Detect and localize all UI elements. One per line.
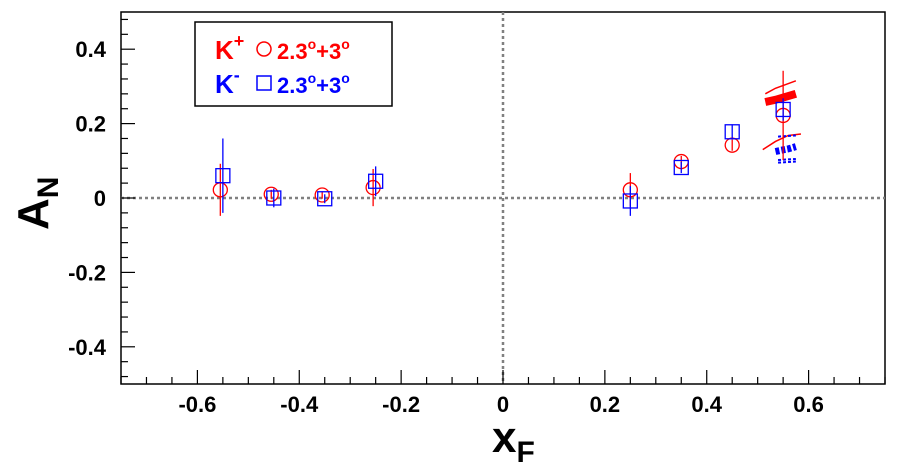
data-point-square <box>673 159 689 176</box>
y-tick-label: 0.2 <box>75 112 106 137</box>
series-k-minus <box>215 98 791 216</box>
svg-text:2.3o+3o: 2.3o+3o <box>277 36 350 64</box>
x-tick-label: -0.2 <box>382 392 420 417</box>
x-tick-label: -0.4 <box>280 392 319 417</box>
svg-text:K-: K- <box>215 65 240 99</box>
x-tick-label: 0.4 <box>691 392 722 417</box>
x-tick-label: 0.2 <box>590 392 621 417</box>
svg-text:K+: K+ <box>215 31 244 65</box>
model-band <box>764 90 797 106</box>
axis-tick-labels: -0.6 -0.4 -0.2 0 0.2 0.4 0.6 -0.4 -0.2 0 0.2 0.4 <box>68 37 824 417</box>
axis-ticks <box>120 18 886 384</box>
data-point-square <box>368 173 384 189</box>
data-point-square <box>266 190 282 206</box>
legend-entry-k-minus: K- 2.3o+3o <box>215 65 350 99</box>
model-band <box>774 143 797 155</box>
legend-plus-angle: +3 <box>316 39 341 64</box>
legend-charge: - <box>234 65 240 85</box>
data-point-square <box>317 191 333 207</box>
data-point-circle <box>263 186 279 202</box>
legend-square-marker <box>256 75 272 91</box>
y-axis-title: AN <box>9 177 65 230</box>
data-point-square <box>724 124 740 140</box>
data-series <box>212 70 791 216</box>
y-axis-title-sub: N <box>32 177 65 199</box>
legend-box <box>194 21 393 107</box>
data-point-square <box>775 101 791 118</box>
legend-degree: o <box>341 70 350 86</box>
legend-circle-marker <box>256 41 272 57</box>
legend-degree: o <box>341 36 350 52</box>
y-axis-title-main: A <box>9 198 58 230</box>
legend: K+ 2.3o+3o K- 2.3o+3o <box>194 21 393 107</box>
model-bands <box>762 80 802 164</box>
data-point-square <box>622 193 638 209</box>
model-band <box>777 160 796 164</box>
legend-entry-k-plus: K+ 2.3o+3o <box>215 31 350 65</box>
model-band <box>777 157 796 162</box>
legend-angle: 2.3 <box>277 39 308 64</box>
y-tick-label: 0.4 <box>75 37 106 62</box>
legend-angle: 2.3 <box>277 73 308 98</box>
x-axis-title-main: x <box>492 413 517 462</box>
legend-degree: o <box>308 36 317 52</box>
y-tick-label: -0.2 <box>68 260 106 285</box>
data-point-circle <box>314 187 330 203</box>
data-point-circle <box>365 179 381 196</box>
data-point-square <box>215 168 231 184</box>
zero-lines <box>121 12 885 384</box>
x-axis-title-sub: F <box>516 436 534 466</box>
y-tick-label: -0.4 <box>68 335 107 360</box>
x-tick-label: -0.6 <box>178 392 216 417</box>
legend-charge: + <box>234 31 245 51</box>
x-tick-label: 0.6 <box>793 392 824 417</box>
x-tick-label: 0 <box>497 392 509 417</box>
legend-degree: o <box>308 70 317 86</box>
legend-particle: K <box>215 35 234 65</box>
legend-plus-angle: +3 <box>316 73 341 98</box>
svg-text:2.3o+3o: 2.3o+3o <box>277 70 350 98</box>
legend-particle: K <box>215 69 234 99</box>
model-band <box>777 134 796 138</box>
model-band <box>764 80 797 95</box>
x-axis-title: xF <box>492 413 535 466</box>
y-tick-label: 0 <box>94 186 106 211</box>
